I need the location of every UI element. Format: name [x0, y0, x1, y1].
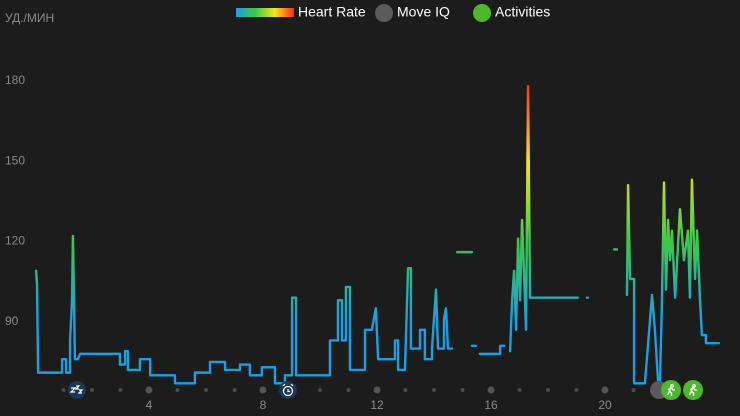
hour-dot — [204, 388, 208, 392]
hour-dot — [403, 388, 408, 392]
legend-swatch — [473, 4, 491, 22]
sleep-icon[interactable] — [68, 381, 86, 399]
y-tick-label: 120 — [5, 234, 25, 248]
legend-gradient — [236, 8, 294, 17]
x-tick-label: 8 — [260, 398, 267, 412]
hour-dot — [432, 388, 436, 392]
plot — [34, 84, 721, 385]
hour-dot — [346, 388, 351, 392]
hour-dot — [517, 388, 522, 392]
x-tick-label: 12 — [370, 398, 384, 412]
x-tick-mark — [259, 386, 267, 394]
activity-icon[interactable] — [661, 380, 681, 400]
y-tick-label: 180 — [5, 73, 25, 87]
x-tick-mark — [487, 386, 495, 394]
x-tick-mark — [145, 386, 153, 394]
x-tick-label: 16 — [484, 398, 498, 412]
x-tick-label: 4 — [146, 398, 153, 412]
hour-dot — [118, 388, 123, 392]
activity-icon[interactable] — [683, 380, 703, 400]
y-tick-label: 150 — [5, 153, 25, 167]
hour-dot — [318, 388, 322, 392]
heart-rate-line — [34, 234, 454, 385]
x-tick-label: 20 — [598, 398, 612, 412]
x-tick-mark — [601, 386, 609, 394]
hour-dot — [175, 388, 180, 392]
hour-dot — [631, 388, 636, 392]
alarm-icon[interactable] — [279, 381, 297, 399]
legend-label[interactable]: Activities — [495, 4, 550, 20]
legend-label[interactable]: Heart Rate — [298, 4, 366, 20]
hour-dots — [61, 386, 693, 394]
y-axis-label: УД./МИН — [5, 11, 54, 25]
hour-dot — [90, 388, 94, 392]
hour-dot — [574, 388, 579, 392]
hour-dot — [546, 388, 550, 392]
legend-label[interactable]: Move IQ — [397, 4, 450, 20]
legend-swatch — [375, 4, 393, 22]
heart-rate-line — [625, 178, 721, 385]
hour-dot — [460, 388, 465, 392]
hour-dot — [61, 388, 66, 392]
heart-rate-line — [478, 344, 506, 356]
heart-rate-line — [508, 84, 580, 353]
x-tick-mark — [373, 386, 381, 394]
hour-dot — [232, 388, 237, 392]
y-tick-label: 90 — [5, 314, 19, 328]
